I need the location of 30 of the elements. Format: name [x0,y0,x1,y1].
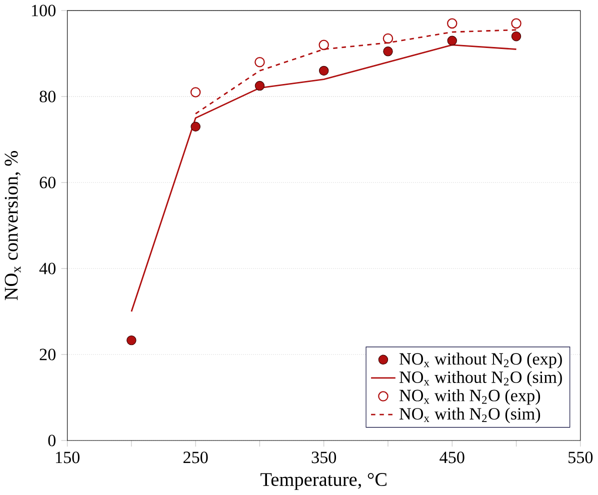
point [318,40,329,50]
y-tick-label: 20 [40,348,56,360]
point [319,66,329,76]
x-tick-label: 250 [183,452,208,464]
y-axis-title: NO$_{x}$ conversion, % [4,151,21,300]
point [446,18,458,29]
y-tick-label: 80 [40,90,56,102]
point [254,81,265,91]
point [254,57,265,68]
x-tick-label: 150 [56,452,80,464]
y-tick-label: 100 [32,4,56,16]
point [382,33,394,44]
x-tick-label: 550 [568,452,593,464]
x-axis-title: Temperature, °C [260,473,386,490]
point [447,36,457,46]
point [383,46,393,56]
x-tick-label: 350 [312,452,336,464]
legend-label: NO$_{x}$ without N$_{2}$O (sim) [399,371,562,387]
point [190,122,200,132]
y-tick-label: 40 [39,262,56,274]
point [190,87,201,98]
legend-label: NO$_{x}$ without N$_{2}$O (exp) [399,352,562,368]
y-tick-label: 0 [48,434,56,446]
x-tick-label: 450 [440,452,464,464]
y-tick-label: 60 [40,176,56,188]
legend-label: NO$_{x}$ with N$_{2}$O (sim) [399,408,540,424]
point [126,336,136,346]
legend-label: NO$_{x}$ with N$_{2}$O (exp) [399,389,540,405]
point [511,18,522,29]
point [511,32,522,42]
